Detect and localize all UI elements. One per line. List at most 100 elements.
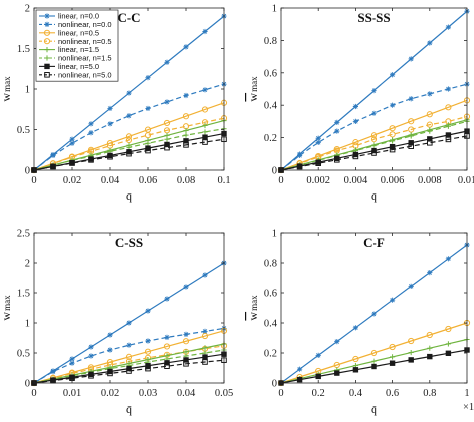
data-point bbox=[390, 102, 396, 108]
x-tick-label: 0 bbox=[31, 175, 36, 186]
panel-title: C-SS bbox=[115, 235, 143, 250]
y-tick-label: 0.4 bbox=[264, 101, 278, 112]
y-axis-label-sub: max bbox=[249, 295, 259, 311]
y-tick-label: 1 bbox=[272, 229, 277, 240]
y-tick-label: 2.5 bbox=[17, 229, 30, 240]
legend-marker bbox=[44, 13, 50, 19]
y-axis-label-main: w bbox=[246, 312, 260, 321]
data-point bbox=[202, 345, 208, 351]
series-line bbox=[33, 327, 225, 384]
legend-marker bbox=[44, 63, 50, 70]
data-point bbox=[202, 272, 208, 278]
legend-label: linear, n=0.0 bbox=[58, 12, 99, 21]
series-8 bbox=[31, 136, 227, 173]
series-line bbox=[33, 102, 225, 171]
legend-label: nonlinear, n=0.0 bbox=[58, 20, 112, 29]
y-axis-label-sub: max bbox=[2, 76, 12, 92]
data-point bbox=[145, 75, 151, 81]
data-point bbox=[183, 361, 189, 367]
panel-title: SS-SS bbox=[357, 10, 390, 25]
y-tick-label: 0.5 bbox=[17, 349, 30, 360]
y-tick-label: 1 bbox=[25, 85, 30, 96]
x-tick-label: 0.03 bbox=[139, 388, 157, 399]
x-tick-label: 0.1 bbox=[217, 175, 230, 186]
data-point bbox=[445, 136, 452, 143]
x-tick-label: 0.6 bbox=[386, 388, 399, 399]
x-tick-label: 0.008 bbox=[418, 175, 442, 186]
data-point bbox=[315, 373, 321, 380]
panel-title: C-C bbox=[117, 10, 140, 25]
data-point bbox=[445, 341, 451, 347]
data-point bbox=[183, 127, 189, 134]
data-point bbox=[202, 134, 208, 140]
data-point bbox=[408, 96, 414, 102]
data-point bbox=[164, 363, 170, 369]
x-tick-label: 0.2 bbox=[312, 388, 325, 399]
x-axis-label: q̄ bbox=[371, 189, 377, 203]
data-point bbox=[445, 104, 452, 111]
data-point bbox=[164, 141, 170, 148]
data-point bbox=[390, 138, 396, 144]
data-point bbox=[183, 142, 189, 148]
legend-label: linear, n=5.0 bbox=[58, 62, 99, 71]
data-point bbox=[370, 136, 378, 143]
series-line bbox=[33, 83, 225, 171]
data-point bbox=[126, 113, 132, 119]
x-tick-label: 0.06 bbox=[139, 175, 157, 186]
data-point bbox=[183, 132, 189, 138]
y-axis-label-sub: max bbox=[2, 295, 12, 311]
x-tick-label: 1 bbox=[464, 388, 469, 399]
data-point bbox=[182, 338, 190, 345]
data-point bbox=[69, 140, 75, 146]
x-tick-label: 0.4 bbox=[349, 388, 363, 399]
data-point bbox=[202, 359, 208, 365]
data-point bbox=[163, 119, 171, 127]
y-axis-label: wmax bbox=[0, 76, 13, 102]
data-point bbox=[183, 92, 189, 99]
data-point bbox=[408, 56, 414, 62]
data-point bbox=[389, 343, 396, 351]
data-point bbox=[202, 354, 208, 360]
data-point bbox=[183, 284, 189, 290]
data-point bbox=[126, 368, 132, 374]
data-point bbox=[370, 349, 378, 357]
x-tick-label: 0.04 bbox=[177, 388, 196, 399]
series-line bbox=[280, 115, 468, 171]
series-line bbox=[33, 117, 225, 171]
data-point bbox=[408, 118, 415, 125]
data-point bbox=[427, 136, 433, 142]
data-point bbox=[334, 119, 340, 125]
series-line bbox=[33, 138, 225, 171]
data-point bbox=[106, 359, 114, 366]
y-axis-label-main: w bbox=[246, 93, 260, 102]
data-point bbox=[88, 353, 94, 359]
data-point bbox=[88, 344, 94, 350]
data-point bbox=[107, 332, 113, 338]
y-tick-label: 2 bbox=[25, 4, 30, 15]
data-point bbox=[315, 160, 321, 166]
data-point bbox=[445, 24, 451, 30]
data-point bbox=[389, 143, 396, 150]
data-point bbox=[202, 129, 208, 135]
y-tick-label: 1 bbox=[272, 4, 277, 15]
data-point bbox=[408, 337, 415, 345]
data-point bbox=[427, 40, 433, 46]
data-point bbox=[315, 135, 321, 141]
data-point bbox=[371, 363, 377, 370]
x-axis-label: q̄ bbox=[126, 402, 132, 416]
legend-marker bbox=[44, 55, 50, 61]
data-point bbox=[426, 111, 433, 118]
data-point bbox=[164, 334, 170, 340]
data-point bbox=[125, 133, 133, 140]
data-point bbox=[126, 150, 132, 157]
data-point bbox=[145, 308, 151, 314]
x-tick-label: 0.006 bbox=[381, 175, 405, 186]
data-point bbox=[50, 369, 56, 375]
legend-marker bbox=[44, 21, 50, 27]
data-point bbox=[389, 360, 396, 366]
data-point bbox=[201, 106, 209, 113]
chart-panel-2: 0 0.002 0.004 0.006 0.008 0.01 0 0.2 0.4 0.6 0.8 1 S… bbox=[246, 4, 474, 204]
y-axis-label-sub: max bbox=[249, 76, 259, 92]
data-point bbox=[297, 366, 303, 372]
